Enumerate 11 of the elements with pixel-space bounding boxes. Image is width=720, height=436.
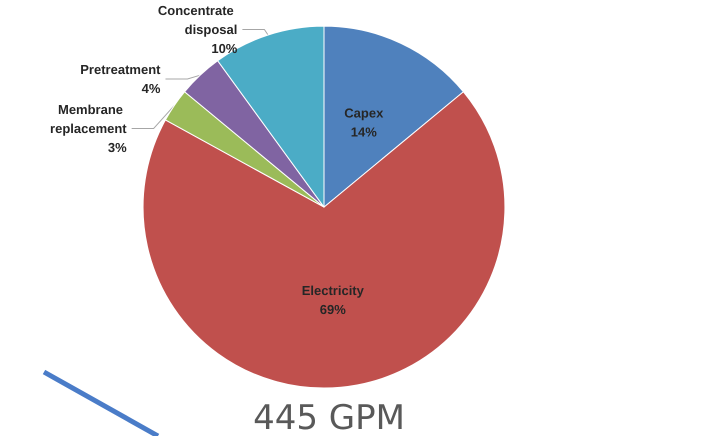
- slice-label: Concentrate disposal: [158, 3, 238, 37]
- data-label: 69%: [320, 302, 346, 318]
- data-label: 10%: [211, 41, 238, 56]
- slice-label: Pretreatment: [80, 62, 162, 77]
- data-label: 4%: [142, 81, 161, 96]
- slice-label: Capex: [344, 106, 384, 121]
- slice-label: Electricity: [302, 283, 365, 298]
- slice-label: Membrane replacement: [50, 102, 128, 136]
- data-label: 14%: [350, 124, 378, 140]
- text: 445 GPM: [253, 398, 405, 436]
- data-label: 3%: [108, 140, 128, 155]
